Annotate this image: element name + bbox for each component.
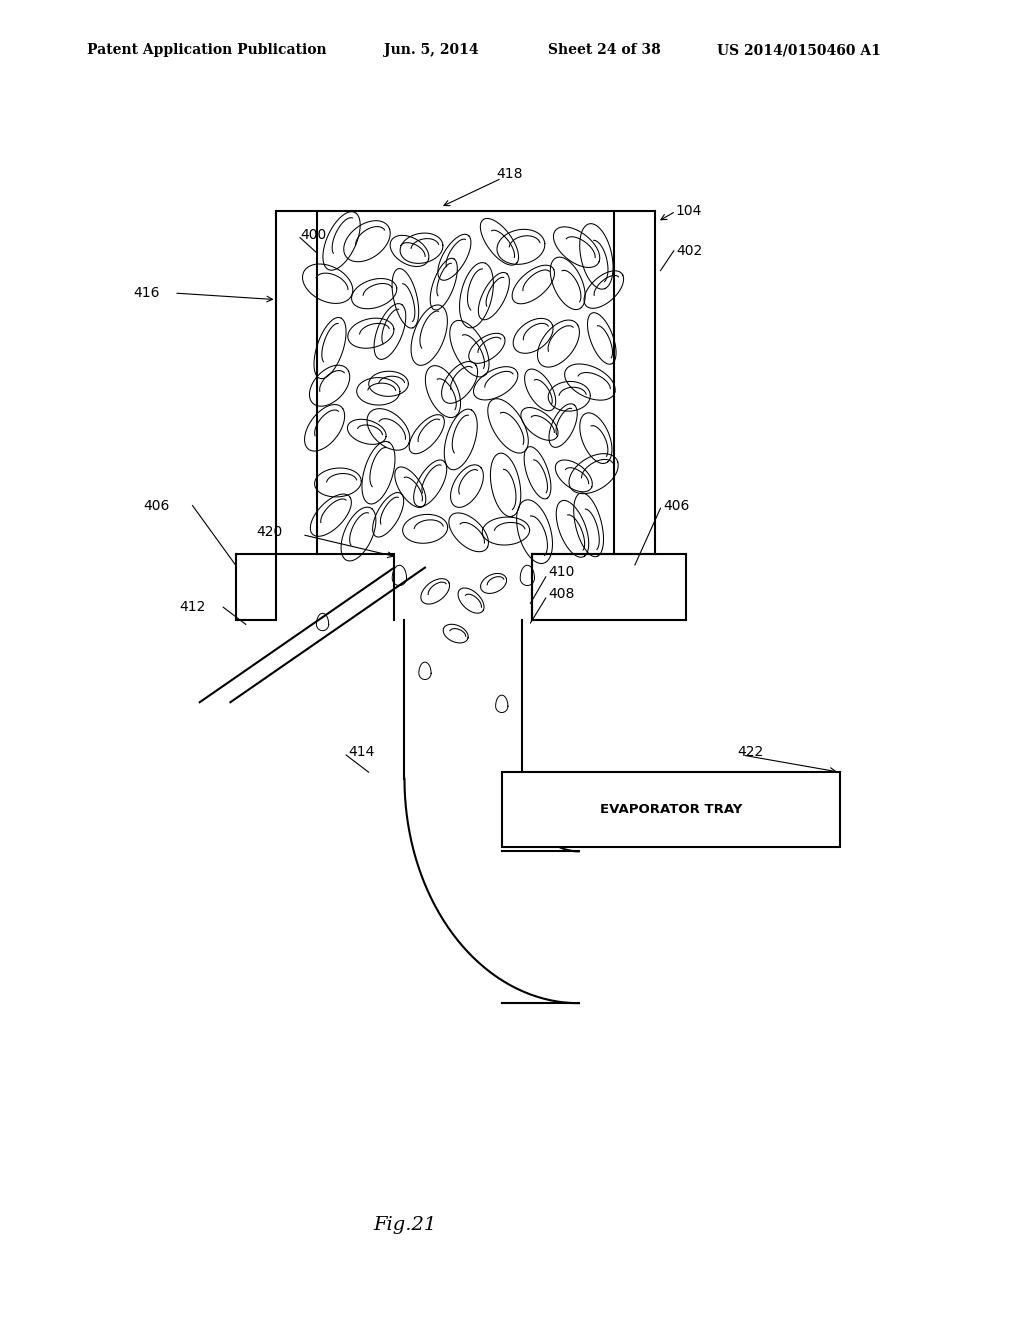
Text: 402: 402	[676, 244, 702, 257]
Text: 406: 406	[664, 499, 690, 512]
Text: US 2014/0150460 A1: US 2014/0150460 A1	[717, 44, 881, 57]
Text: 410: 410	[548, 565, 574, 578]
Text: 414: 414	[348, 746, 375, 759]
Text: 420: 420	[256, 525, 283, 539]
Text: 418: 418	[497, 168, 523, 181]
Text: 104: 104	[676, 205, 702, 218]
Text: 422: 422	[737, 746, 764, 759]
Text: 416: 416	[133, 286, 160, 300]
Text: Jun. 5, 2014: Jun. 5, 2014	[384, 44, 478, 57]
Text: Fig.21: Fig.21	[374, 1216, 437, 1234]
Text: 408: 408	[548, 587, 574, 601]
Text: EVAPORATOR TRAY: EVAPORATOR TRAY	[599, 804, 742, 816]
Text: 412: 412	[179, 601, 206, 614]
Text: Patent Application Publication: Patent Application Publication	[87, 44, 327, 57]
Text: Sheet 24 of 38: Sheet 24 of 38	[548, 44, 660, 57]
Bar	[502, 772, 840, 847]
Text: 400: 400	[300, 228, 327, 242]
Text: 406: 406	[143, 499, 170, 512]
